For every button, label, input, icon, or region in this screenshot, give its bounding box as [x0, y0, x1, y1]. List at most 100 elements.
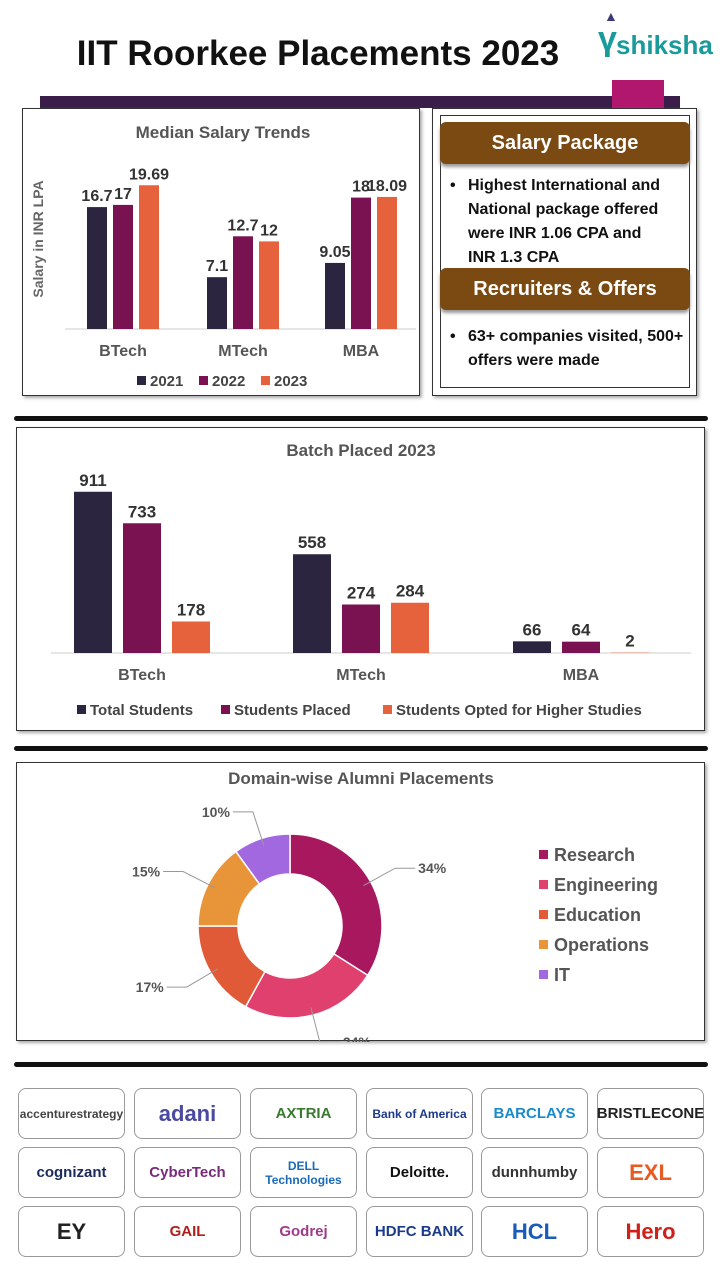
recruiters-heading: Recruiters & Offers [440, 268, 690, 310]
recruiter-name: DELL Technologies [265, 1158, 342, 1187]
recruiter-logo: HCL [481, 1206, 588, 1257]
legend-label: Operations [554, 935, 649, 955]
recruiter-name: Hero [625, 1218, 676, 1244]
data-label: 16.7 [81, 188, 112, 205]
info-panel-inner [440, 115, 690, 388]
recruiter-logo: Godrej [250, 1206, 357, 1257]
data-label: 18 [352, 179, 370, 196]
recruiter-name: Deloitte. [389, 1164, 450, 1181]
graduation-cap-icon: ▲ [604, 8, 618, 24]
data-label: 17 [114, 186, 132, 203]
recruiter-name: AXTRIA [275, 1105, 332, 1122]
data-label: 12 [260, 222, 278, 239]
category-label: MBA [563, 667, 600, 684]
recruiter-name: cognizant [36, 1164, 107, 1181]
shiksha-logo: ▲ ү shiksha [596, 8, 714, 64]
bar-BTech-2021 [87, 207, 107, 329]
bar-BTech-2023 [139, 185, 159, 329]
recruiter-logo: Hero [597, 1206, 704, 1257]
recruiter-name: adani [158, 1100, 217, 1126]
data-label: 284 [396, 582, 425, 601]
data-label: 19.69 [129, 166, 169, 183]
recruiter-logo: DELL Technologies [250, 1147, 357, 1198]
recruiter-name: BARCLAYS [493, 1105, 576, 1122]
salary-package-text: Highest International and National packa… [468, 177, 661, 266]
recruiter-logo: BRISTLECONE [597, 1088, 704, 1139]
category-label: MTech [336, 667, 385, 684]
recruiter-name: CyberTech [149, 1164, 226, 1181]
leader-line [232, 811, 265, 847]
legend-swatch [539, 850, 548, 859]
bar-MTech-Students Placed [342, 604, 380, 653]
legend-swatch [221, 705, 230, 714]
legend-label: Research [554, 845, 635, 865]
divider [14, 746, 708, 751]
legend-label: Students Opted for Higher Studies [396, 702, 642, 719]
legend-label: 2023 [274, 373, 307, 390]
legend-swatch [137, 376, 146, 385]
bar-MBA-2022 [351, 197, 371, 329]
bar-MTech-Total Students [293, 554, 331, 653]
bar-BTech-Students Placed [123, 523, 161, 653]
legend-label: Students Placed [234, 702, 351, 719]
recruiters-text: 63+ companies visited, 500+ offers were … [468, 328, 684, 369]
data-label: 12.7 [227, 217, 258, 234]
recruiter-logo: EY [18, 1206, 125, 1257]
decorative-block [612, 80, 664, 108]
legend-swatch [539, 940, 548, 949]
data-label: 17% [136, 979, 165, 995]
bar-MBA-Total Students [513, 641, 551, 653]
data-label: 9.05 [319, 244, 350, 261]
legend-label: IT [554, 965, 570, 985]
legend-swatch [383, 705, 392, 714]
data-label: 7.1 [206, 258, 228, 275]
y-axis-label: Salary in INR LPA [30, 180, 46, 297]
recruiter-logo: cognizant [18, 1147, 125, 1198]
logo-text: shiksha [616, 30, 713, 60]
legend-label: 2021 [150, 373, 183, 390]
data-label: 733 [128, 502, 156, 521]
data-label: 15% [132, 864, 161, 880]
legend-label: Engineering [554, 875, 658, 895]
median-salary-chart: Median Salary Trends Salary in INR LPA 16.… [22, 108, 420, 396]
recruiter-name: dunnhumby [491, 1164, 578, 1181]
bar-MTech-2021 [207, 277, 227, 329]
bar-MBA-2021 [325, 262, 345, 329]
recruiter-logo: dunnhumby [481, 1147, 588, 1198]
chart-title: Batch Placed 2023 [286, 441, 435, 460]
recruiter-logo: BARCLAYS [481, 1088, 588, 1139]
data-label: 274 [347, 584, 376, 603]
recruiter-name: HCL [511, 1218, 558, 1244]
data-label: 34% [418, 860, 447, 876]
slice-IT [234, 833, 291, 885]
domain-placements-chart: Domain-wise Alumni Placements 34% Research… [16, 762, 705, 1050]
salary-package-heading: Salary Package [440, 122, 690, 164]
data-label: 24% [343, 1034, 372, 1042]
bar-MBA-2023 [377, 196, 397, 329]
recruiter-logo: AXTRIA [250, 1088, 357, 1139]
leader-line [363, 867, 416, 886]
recruiter-logo: accenturestrategy [18, 1088, 125, 1139]
recruiter-logo: Deloitte. [366, 1147, 473, 1198]
legend-swatch [539, 970, 548, 979]
leader-line [166, 968, 218, 988]
recruiter-name: Bank of America [372, 1106, 467, 1121]
median-salary-svg: Median Salary Trends Salary in INR LPA 16.… [30, 123, 416, 390]
bar-MTech-Students Opted for Higher Studies [391, 602, 429, 653]
batch-placed-chart: Batch Placed 2023 911 733 178 BTech 558 274 284… [16, 427, 705, 731]
recruiter-name: EXL [629, 1159, 672, 1185]
chart-title: Median Salary Trends [136, 123, 311, 142]
legend-label: 2022 [212, 373, 245, 390]
recruiter-name: Godrej [279, 1223, 328, 1240]
leader-line [163, 871, 216, 889]
legend-swatch [77, 705, 86, 714]
bar-MTech-2022 [233, 236, 253, 329]
legend-swatch [539, 910, 548, 919]
recruiter-name: HDFC BANK [374, 1223, 465, 1240]
recruiter-name: GAIL [169, 1223, 206, 1240]
recruiter-logo: Bank of America [366, 1088, 473, 1139]
category-label: BTech [118, 667, 166, 684]
recruiters-bullet: • 63+ companies visited, 500+ offers were… [450, 325, 685, 373]
legend-label: Total Students [90, 702, 193, 719]
recruiter-name: EY [56, 1218, 87, 1244]
